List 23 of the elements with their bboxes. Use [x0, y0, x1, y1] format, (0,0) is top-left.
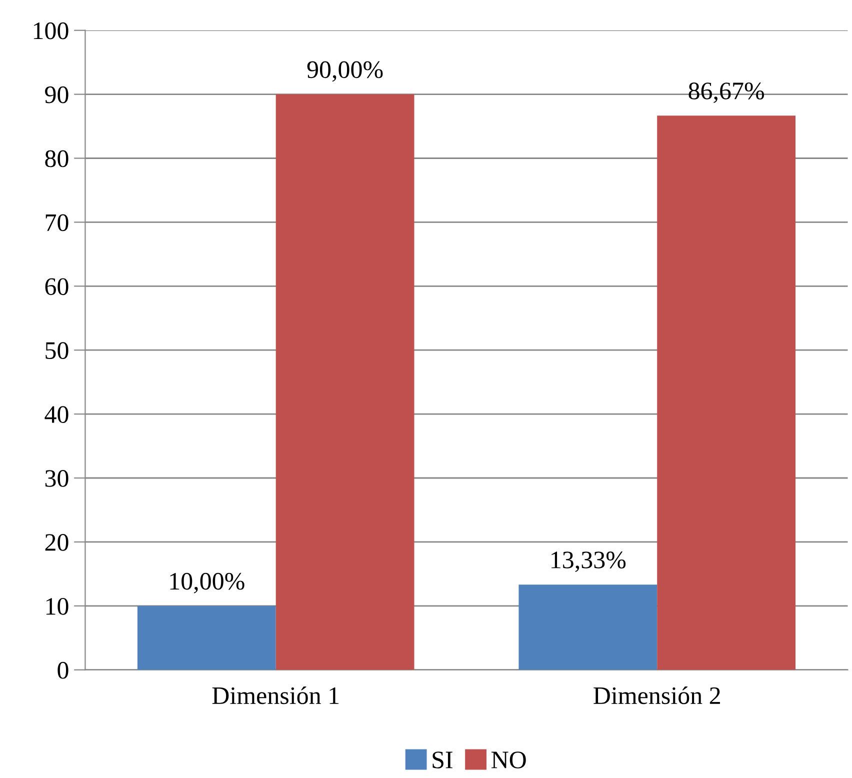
- data-label: 86,67%: [688, 82, 764, 103]
- y-tick-label: 60: [45, 278, 68, 296]
- y-tick-label: 50: [46, 342, 68, 360]
- legend-label: SI: [432, 752, 452, 768]
- x-tick-label: Dimensión 2: [594, 686, 720, 704]
- data-label: 90,00%: [307, 61, 383, 82]
- x-tick-label: Dimensión 1: [212, 686, 339, 704]
- bar: [137, 606, 276, 670]
- y-tick-label: 10: [46, 598, 68, 615]
- y-tick-label: 40: [44, 406, 68, 423]
- bar: [276, 94, 414, 670]
- y-tick-label: 90: [45, 86, 68, 104]
- y-tick-label: 30: [45, 470, 68, 487]
- y-tick-label: 80: [45, 150, 68, 168]
- y-tick-label: 20: [45, 534, 68, 551]
- bar: [518, 584, 658, 670]
- bar: [657, 116, 796, 670]
- data-label: 10,00%: [170, 572, 244, 594]
- y-tick-label: 70: [46, 214, 68, 232]
- y-tick-label: 0: [58, 662, 68, 679]
- data-label: 13,33%: [552, 552, 626, 572]
- y-tick-label: 100: [34, 22, 68, 40]
- legend-label: NO: [491, 752, 526, 768]
